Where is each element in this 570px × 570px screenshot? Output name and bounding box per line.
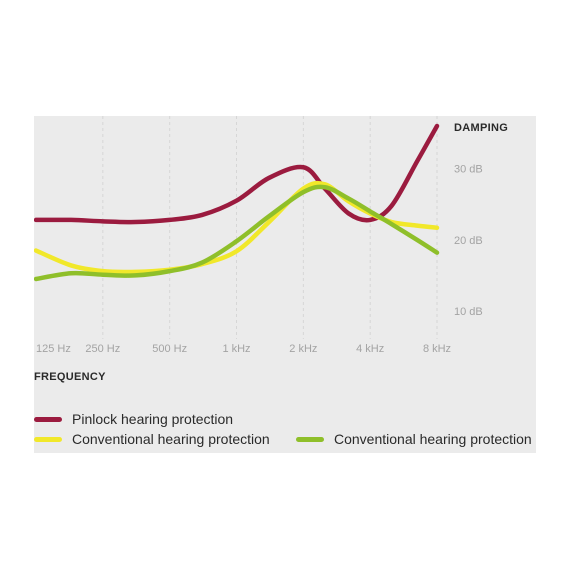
series-lines <box>34 123 440 282</box>
legend-item-conventional-yellow: Conventional hearing protection <box>34 431 270 447</box>
legend-item-pinlock: Pinlock hearing protection <box>34 411 233 427</box>
legend-label-pinlock: Pinlock hearing protection <box>72 411 234 427</box>
x-tick-labels: 125 Hz 250 Hz 500 Hz 1 kHz 2 kHz 4 kHz 8 kHz <box>36 343 451 355</box>
x-tick-label: 2 kHz <box>289 343 317 355</box>
series-line-conventional-green <box>34 184 440 282</box>
y-tick-label: 20 dB <box>454 235 483 247</box>
damping-frequency-chart: 10 dB 20 dB 30 dB 125 Hz 250 Hz 500 Hz 1 kHz 2… <box>34 116 508 383</box>
legend-swatch-conventional-yellow <box>34 436 62 442</box>
x-tick-label: 8 kHz <box>423 343 451 355</box>
y-axis-title: DAMPING <box>454 122 508 134</box>
x-tick-label: 250 Hz <box>85 343 120 355</box>
y-tick-label: 30 dB <box>454 164 483 176</box>
x-tick-label: 125 Hz <box>36 343 71 355</box>
x-tick-label: 500 Hz <box>152 343 187 355</box>
y-tick-label: 10 dB <box>454 306 483 318</box>
x-tick-label: 1 kHz <box>222 343 250 355</box>
x-tick-label: 4 kHz <box>356 343 384 355</box>
chart-panel: 10 dB 20 dB 30 dB 125 Hz 250 Hz 500 Hz 1 kHz 2… <box>34 116 536 453</box>
legend-item-conventional-green: Conventional hearing protection <box>296 431 532 447</box>
x-axis-title: FREQUENCY <box>34 371 106 383</box>
legend-swatch-conventional-green <box>296 436 324 442</box>
series-line-pinlock <box>34 123 440 225</box>
legend-label-conventional-yellow: Conventional hearing protection <box>72 431 270 447</box>
legend-label-conventional-green: Conventional hearing protection <box>334 431 532 447</box>
legend-swatch-pinlock <box>34 416 62 422</box>
vertical-grid <box>102 116 438 339</box>
y-tick-labels: 10 dB 20 dB 30 dB <box>454 164 483 318</box>
